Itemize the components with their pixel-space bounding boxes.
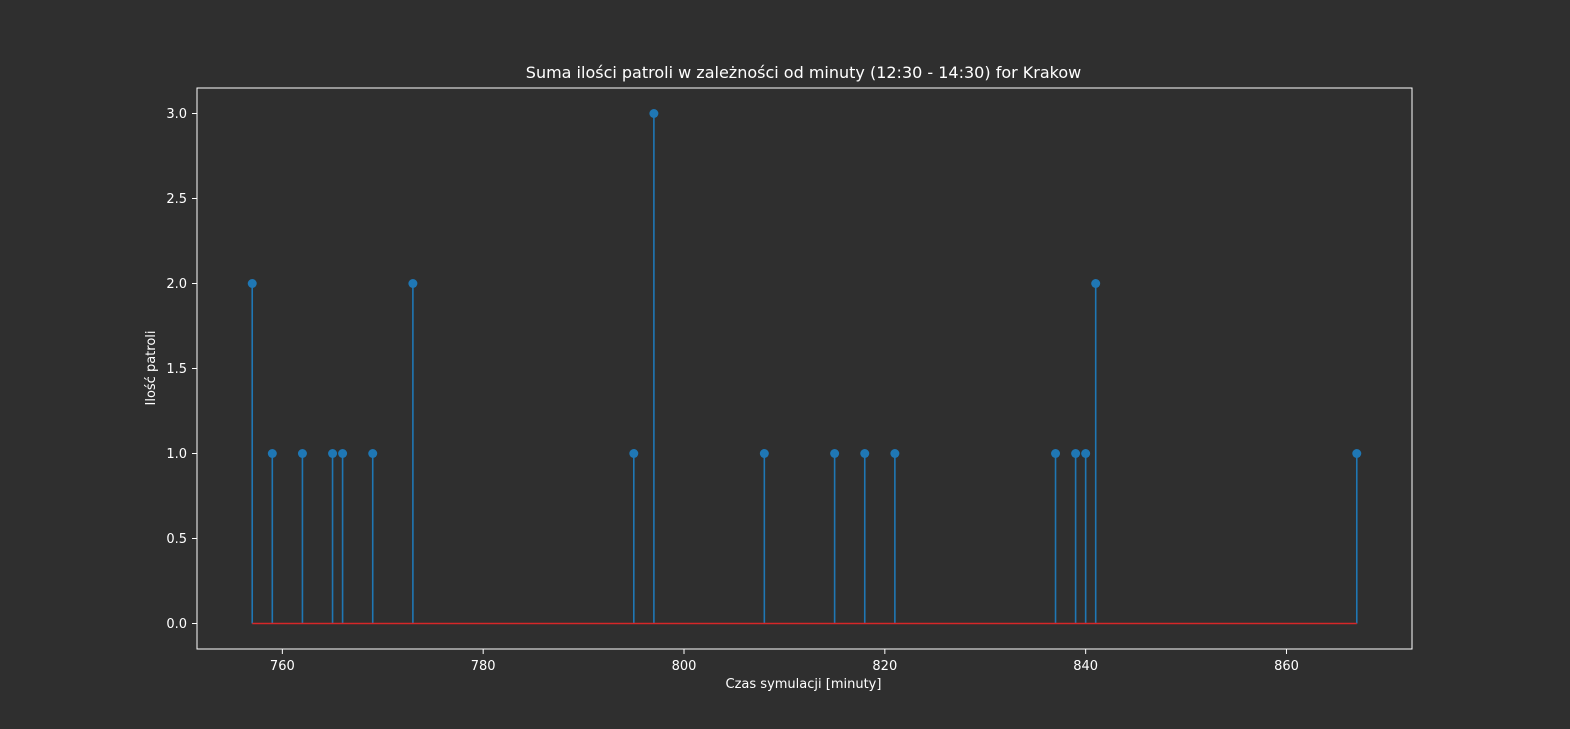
plot-area — [196, 87, 1413, 650]
y-tick-label: 0.5 — [166, 532, 187, 547]
chart-title: Suma ilości patroli w zależności od minu… — [526, 63, 1081, 82]
stem-marker — [247, 279, 257, 288]
stem-marker — [649, 109, 659, 118]
y-tick-label: 2.0 — [166, 277, 187, 292]
stem-marker — [1352, 449, 1362, 458]
x-tick-label: 820 — [872, 659, 897, 674]
y-tick-label: 2.5 — [166, 192, 187, 207]
stem-marker — [629, 449, 639, 458]
x-tick-label: 840 — [1073, 659, 1098, 674]
stem-marker — [860, 449, 870, 458]
y-axis-ticks: 0.0 0.5 1.0 1.5 2.0 2.5 3.0 — [166, 107, 197, 632]
stem-marker — [1091, 279, 1101, 288]
x-tick-label: 780 — [471, 659, 496, 674]
y-tick-label: 1.0 — [166, 447, 187, 462]
y-tick-label: 1.5 — [166, 362, 187, 377]
stem-marker — [830, 449, 840, 458]
stem-marker — [1051, 449, 1061, 458]
stem-marker — [1071, 449, 1081, 458]
stem-marker — [368, 449, 378, 458]
y-tick-label: 0.0 — [166, 617, 187, 632]
x-axis-ticks: 760 780 800 820 840 860 — [270, 649, 1299, 674]
x-tick-label: 760 — [270, 659, 295, 674]
x-tick-label: 860 — [1274, 659, 1299, 674]
stem-marker — [338, 449, 348, 458]
stem-marker — [759, 449, 769, 458]
y-tick-label: 3.0 — [166, 107, 187, 122]
y-axis-label: Ilość patroli — [144, 330, 159, 405]
stem-marker — [267, 449, 277, 458]
axes-frame — [196, 87, 1413, 650]
x-axis-label: Czas symulacji [minuty] — [726, 677, 882, 692]
stem-marker — [1081, 449, 1091, 458]
stem-marker — [328, 449, 338, 458]
stem-marker — [408, 279, 418, 288]
stem-marker — [297, 449, 307, 458]
stem-marker — [890, 449, 900, 458]
x-tick-label: 800 — [672, 659, 697, 674]
